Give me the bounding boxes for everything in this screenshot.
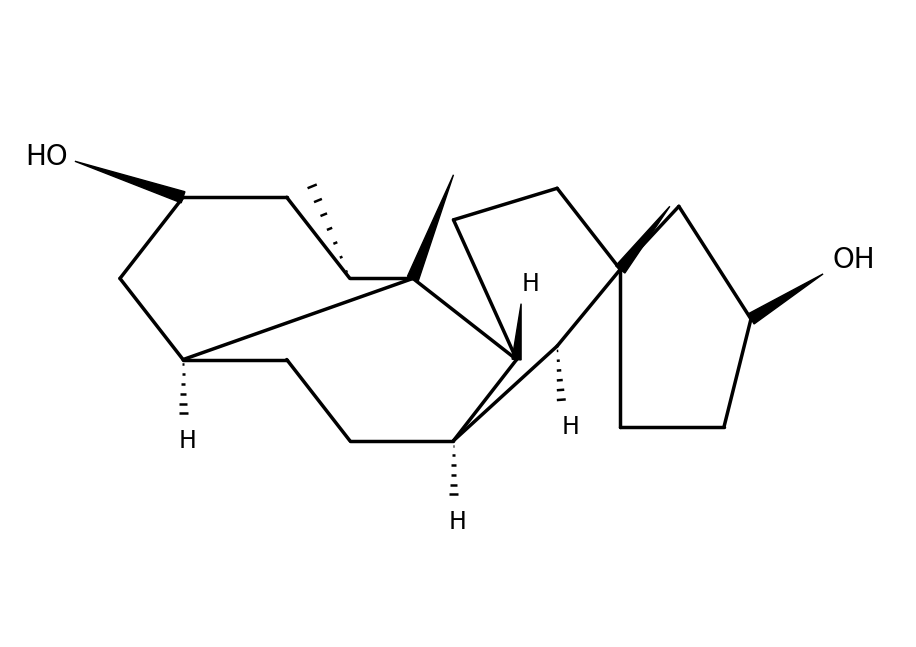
Polygon shape xyxy=(408,175,453,281)
Polygon shape xyxy=(512,303,521,360)
Text: HO: HO xyxy=(25,143,68,171)
Text: OH: OH xyxy=(832,247,875,274)
Text: H: H xyxy=(449,510,467,534)
Text: H: H xyxy=(562,415,580,439)
Polygon shape xyxy=(747,274,823,324)
Text: H: H xyxy=(521,272,539,296)
Polygon shape xyxy=(616,206,670,273)
Text: H: H xyxy=(179,429,197,453)
Polygon shape xyxy=(75,161,185,203)
